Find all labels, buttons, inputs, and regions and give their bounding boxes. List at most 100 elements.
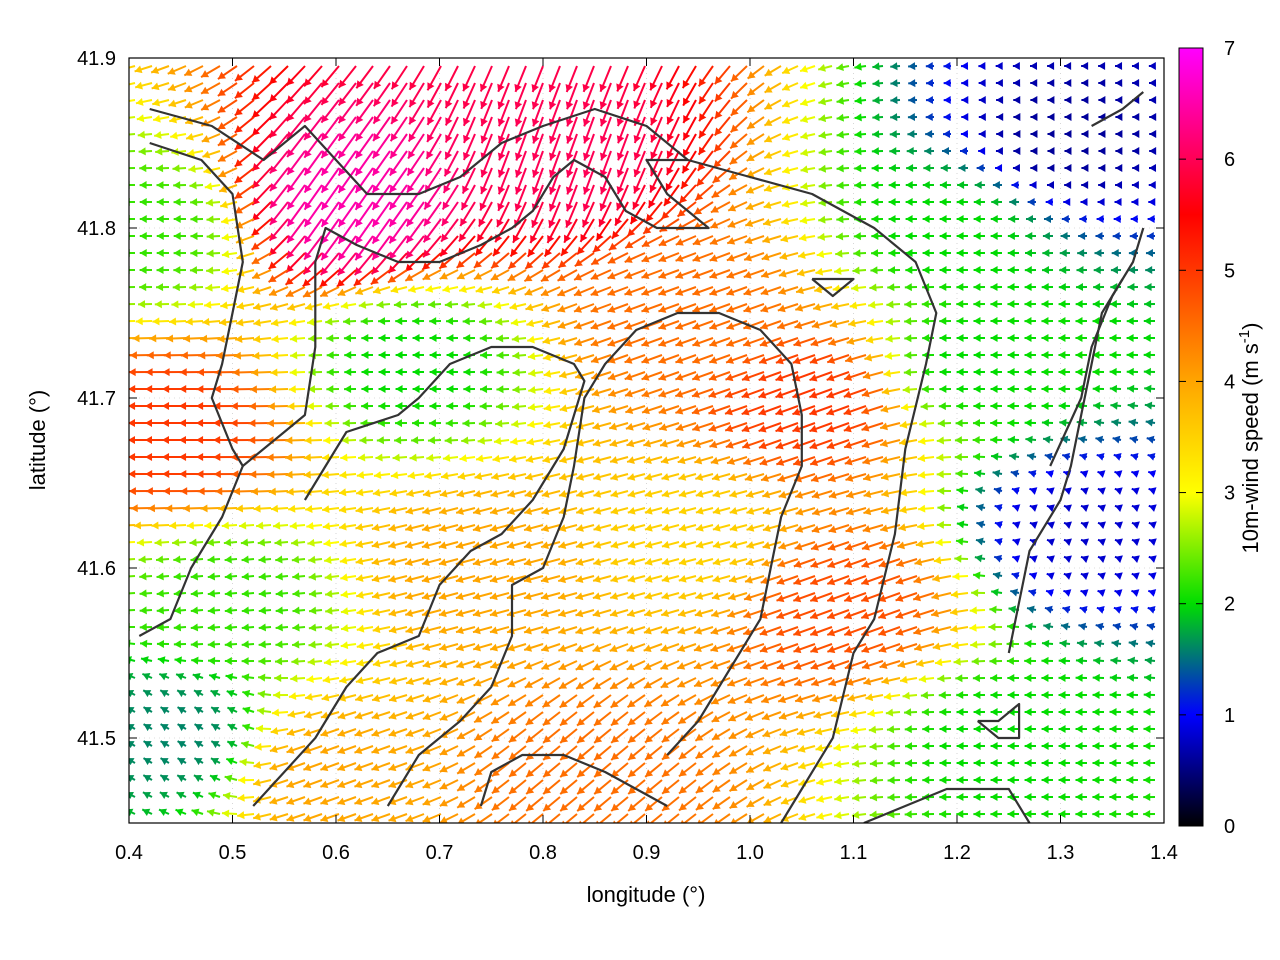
wind-arrow: [303, 218, 323, 245]
wind-arrow: [1114, 572, 1123, 580]
wind-arrow: [741, 371, 765, 382]
wind-arrow: [709, 303, 731, 313]
wind-arrow: [444, 99, 459, 126]
wind-arrow: [1092, 776, 1105, 785]
wind-arrow: [541, 252, 561, 270]
wind-arrow: [1012, 61, 1020, 70]
wind-arrow: [1007, 742, 1020, 751]
wind-arrow: [809, 371, 833, 382]
wind-arrow: [593, 473, 612, 481]
wind-arrow: [643, 660, 663, 671]
wind-arrow: [565, 201, 578, 228]
wind-arrow: [191, 656, 204, 665]
wind-arrow: [1075, 367, 1088, 376]
wind-arrow: [531, 116, 544, 144]
wind-arrow: [661, 540, 680, 549]
wind-arrow: [151, 82, 170, 91]
wind-arrow: [610, 745, 629, 761]
wind-arrow: [1143, 810, 1156, 819]
wind-arrow: [867, 709, 884, 718]
wind-arrow: [337, 252, 357, 276]
wind-arrow: [388, 608, 408, 617]
wind-arrow: [836, 130, 850, 139]
wind-arrow: [185, 317, 204, 326]
wind-arrow: [713, 116, 731, 137]
wind-arrow: [624, 320, 646, 330]
wind-arrow: [643, 439, 663, 448]
wind-arrow: [559, 762, 578, 778]
wind-arrow: [411, 300, 425, 309]
wind-arrow: [973, 385, 986, 394]
wind-arrow: [154, 131, 170, 139]
wind-arrow: [827, 456, 850, 466]
wind-arrow: [408, 65, 425, 91]
wind-arrow: [900, 403, 918, 412]
wind-arrow: [1007, 232, 1020, 241]
wind-arrow: [935, 538, 952, 547]
wind-arrow: [904, 283, 918, 292]
wind-arrow: [524, 472, 544, 481]
wind-arrow: [371, 201, 391, 228]
terrain-contour-line: [252, 345, 586, 807]
wind-arrow: [709, 269, 731, 279]
wind-arrow: [792, 626, 816, 637]
wind-arrow: [1024, 368, 1037, 377]
wind-arrow: [810, 677, 833, 687]
wind-arrow: [869, 810, 884, 819]
wind-arrow: [372, 642, 391, 651]
wind-arrow: [1129, 435, 1139, 444]
wind-arrow: [406, 489, 425, 498]
wind-arrow: [678, 523, 697, 532]
wind-arrow: [992, 181, 1003, 190]
wind-arrow: [1006, 639, 1020, 648]
wind-arrow: [251, 269, 272, 280]
wind-arrow: [523, 626, 544, 635]
wind-arrow: [422, 269, 442, 281]
wind-arrow: [303, 779, 323, 789]
wind-arrow: [139, 572, 153, 581]
wind-arrow: [390, 471, 408, 480]
wind-arrow: [493, 813, 510, 823]
wind-arrow: [321, 693, 340, 702]
wind-arrow: [236, 285, 255, 294]
wind-arrow: [405, 201, 425, 227]
wind-arrow: [812, 303, 833, 311]
wind-arrow: [472, 626, 493, 635]
wind-arrow: [853, 249, 867, 258]
wind-arrow: [1143, 793, 1156, 802]
wind-arrow: [1146, 232, 1156, 241]
wind-arrow: [173, 249, 187, 258]
wind-arrow: [191, 808, 204, 817]
colorbar-tick-label: 0: [1224, 816, 1235, 838]
wind-arrow: [240, 538, 255, 547]
wind-arrow: [616, 167, 629, 195]
wind-arrow: [828, 337, 850, 346]
wind-arrow: [439, 694, 459, 704]
wind-arrow: [497, 184, 510, 212]
wind-arrow: [831, 302, 850, 311]
wind-arrow: [560, 235, 578, 257]
wind-arrow: [389, 116, 408, 142]
wind-arrow: [674, 388, 697, 398]
wind-arrow: [1024, 401, 1037, 410]
wind-arrow: [445, 419, 459, 428]
wind-arrow: [1092, 300, 1105, 309]
wind-arrow: [490, 711, 510, 725]
wind-arrow: [525, 745, 544, 761]
wind-arrow: [252, 778, 272, 787]
wind-arrow: [1042, 435, 1054, 444]
wind-arrow: [524, 677, 544, 689]
wind-arrow: [778, 524, 799, 533]
wind-arrow: [658, 252, 680, 263]
wind-arrow: [1092, 724, 1105, 733]
wind-arrow: [1092, 759, 1105, 768]
wind-arrow: [610, 473, 629, 481]
wind-arrow: [1081, 163, 1089, 172]
wind-arrow: [338, 522, 357, 531]
wind-arrow: [531, 150, 544, 178]
x-axis-label: longitude (°): [587, 882, 706, 907]
wind-arrow: [678, 574, 697, 583]
wind-arrow: [925, 130, 935, 139]
wind-arrow: [793, 677, 816, 687]
wind-arrow: [557, 269, 578, 282]
